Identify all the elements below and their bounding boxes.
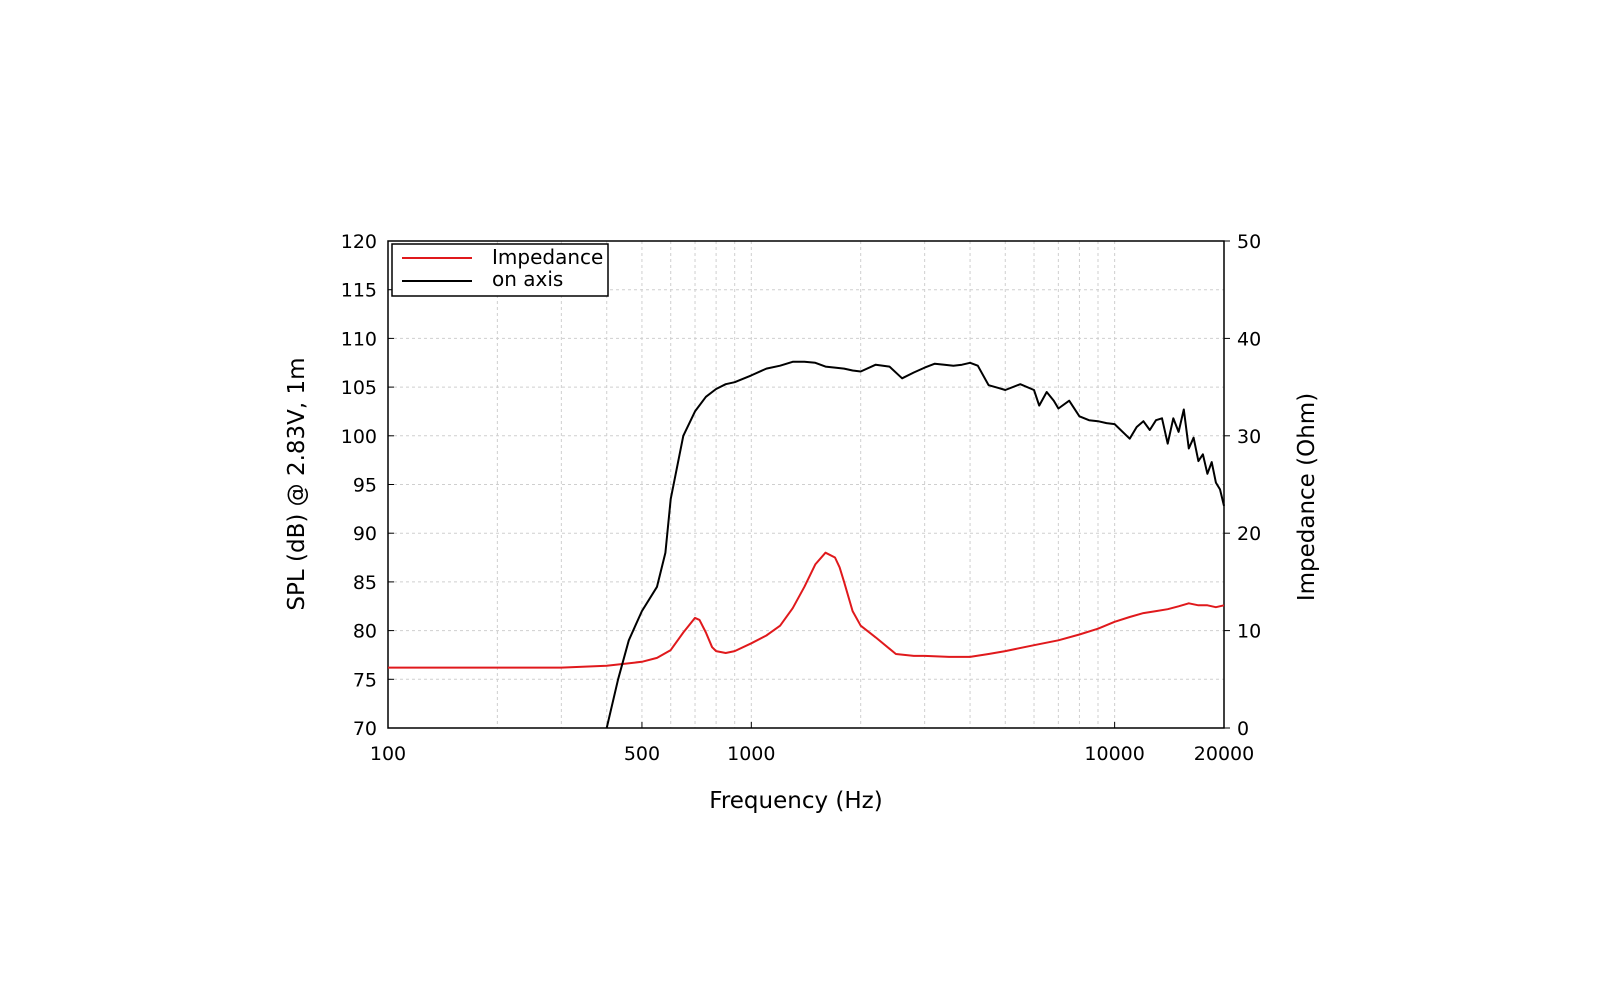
y-axis-title-left: SPL (dB) @ 2.83V, 1m [284,357,310,610]
legend-label-impedance: Impedance [492,245,603,269]
y-axis-right: 0 10 20 30 40 50 [1224,231,1261,740]
y-right-tick-label: 0 [1237,718,1249,740]
x-tick-label: 10000 [1084,743,1144,765]
legend: Impedance on axis [391,243,609,297]
y-right-tick-label: 20 [1237,523,1261,545]
x-tick-label: 100 [370,743,406,765]
y-tick-label: 80 [353,621,377,643]
y-tick-label: 75 [353,669,377,691]
y-right-tick-label: 40 [1237,328,1261,350]
y-tick-label: 85 [353,572,377,594]
y-tick-label: 90 [353,523,377,545]
series-line-impedance [388,551,1225,669]
y-tick-label: 120 [341,231,377,253]
y-axis-left: 70 75 80 85 90 95 100 105 110 115 120 [341,231,394,740]
y-tick-label: 70 [353,718,377,740]
x-axis-title: Frequency (Hz) [709,788,882,814]
y-tick-label: 115 [341,280,377,302]
series-layer [388,360,1225,729]
y-tick-label: 105 [341,377,377,399]
y-tick-label: 95 [353,475,377,497]
grid [388,241,1224,728]
series-line-on-axis [605,360,1225,729]
y-right-tick-label: 30 [1237,426,1261,448]
legend-box [391,243,609,297]
x-tick-label: 1000 [727,743,775,765]
y-right-tick-label: 50 [1237,231,1261,253]
legend-label-on-axis: on axis [492,267,563,291]
y-tick-label: 110 [341,328,377,350]
y-axis-title-right: Impedance (Ohm) [1294,393,1320,601]
x-tick-label: 500 [624,743,660,765]
y-right-tick-label: 10 [1237,621,1261,643]
x-axis: 100 500 1000 10000 20000 [370,722,1254,765]
x-tick-label: 20000 [1194,743,1254,765]
y-tick-label: 100 [341,426,377,448]
